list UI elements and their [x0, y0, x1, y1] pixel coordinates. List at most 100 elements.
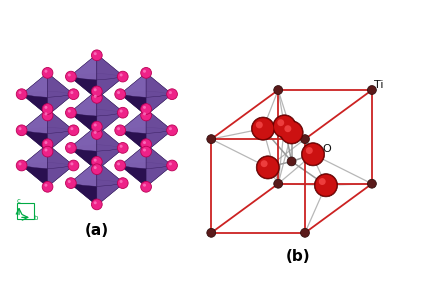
Circle shape [91, 156, 102, 167]
Polygon shape [120, 91, 146, 115]
Polygon shape [146, 73, 172, 115]
Polygon shape [48, 73, 74, 97]
Circle shape [94, 88, 97, 91]
Circle shape [66, 178, 76, 188]
Circle shape [368, 179, 376, 188]
Polygon shape [120, 127, 146, 151]
Polygon shape [146, 162, 172, 187]
Circle shape [45, 70, 48, 73]
Circle shape [19, 127, 21, 130]
Circle shape [68, 145, 71, 148]
Circle shape [143, 70, 146, 73]
Circle shape [301, 143, 325, 166]
Circle shape [120, 180, 123, 183]
Circle shape [16, 125, 27, 136]
Polygon shape [48, 91, 74, 115]
Circle shape [42, 110, 53, 121]
Circle shape [120, 74, 123, 76]
Text: (a): (a) [85, 223, 109, 238]
Circle shape [141, 67, 152, 78]
Polygon shape [120, 144, 146, 169]
Polygon shape [69, 54, 97, 80]
Circle shape [261, 160, 268, 167]
Polygon shape [97, 109, 124, 135]
Circle shape [143, 149, 146, 151]
Circle shape [45, 149, 48, 151]
Polygon shape [97, 125, 124, 170]
Circle shape [16, 160, 27, 171]
Polygon shape [97, 144, 124, 170]
Polygon shape [120, 109, 146, 134]
Circle shape [167, 160, 177, 171]
Polygon shape [69, 144, 97, 170]
Circle shape [273, 115, 296, 138]
Text: Ti: Ti [374, 80, 384, 90]
Circle shape [274, 116, 295, 137]
Polygon shape [21, 91, 48, 115]
Polygon shape [146, 109, 172, 151]
Circle shape [45, 184, 48, 187]
Polygon shape [146, 127, 172, 151]
Circle shape [42, 139, 53, 149]
Circle shape [141, 104, 152, 114]
Polygon shape [97, 73, 124, 99]
Circle shape [120, 110, 123, 113]
Polygon shape [21, 162, 48, 187]
Circle shape [251, 117, 274, 140]
Circle shape [117, 178, 128, 188]
Polygon shape [69, 125, 97, 151]
Circle shape [94, 166, 97, 169]
Polygon shape [48, 144, 74, 169]
Polygon shape [48, 162, 74, 187]
Circle shape [120, 145, 123, 148]
Polygon shape [21, 144, 48, 187]
Circle shape [70, 127, 73, 130]
Circle shape [143, 106, 146, 109]
Polygon shape [48, 144, 74, 187]
Polygon shape [69, 180, 97, 205]
Circle shape [94, 159, 97, 162]
Circle shape [169, 91, 172, 94]
Circle shape [115, 160, 125, 171]
Circle shape [274, 179, 282, 188]
Circle shape [301, 228, 309, 237]
Circle shape [117, 91, 120, 94]
Polygon shape [21, 127, 48, 151]
Polygon shape [69, 161, 97, 205]
Circle shape [70, 162, 73, 165]
Circle shape [94, 95, 97, 98]
Circle shape [91, 121, 102, 132]
Circle shape [42, 181, 53, 192]
Polygon shape [21, 144, 48, 169]
Circle shape [141, 110, 152, 121]
Circle shape [94, 131, 97, 134]
Polygon shape [69, 161, 97, 186]
Circle shape [66, 142, 76, 153]
Polygon shape [120, 144, 146, 187]
Polygon shape [97, 161, 124, 205]
Circle shape [42, 146, 53, 157]
Circle shape [303, 144, 323, 165]
Circle shape [141, 146, 152, 157]
Polygon shape [48, 109, 74, 134]
Polygon shape [97, 54, 124, 99]
Circle shape [117, 162, 120, 165]
Circle shape [207, 228, 216, 237]
Polygon shape [48, 127, 74, 151]
Polygon shape [21, 73, 48, 97]
Circle shape [45, 106, 48, 109]
Circle shape [167, 89, 177, 100]
Circle shape [94, 52, 97, 55]
Circle shape [253, 118, 274, 139]
Circle shape [68, 160, 79, 171]
Polygon shape [21, 73, 48, 115]
Circle shape [169, 127, 172, 130]
Polygon shape [97, 54, 124, 80]
Polygon shape [97, 90, 124, 135]
Polygon shape [120, 162, 146, 187]
Circle shape [117, 127, 120, 130]
Circle shape [91, 164, 102, 175]
Circle shape [68, 180, 71, 183]
Polygon shape [69, 125, 97, 170]
Circle shape [141, 139, 152, 149]
